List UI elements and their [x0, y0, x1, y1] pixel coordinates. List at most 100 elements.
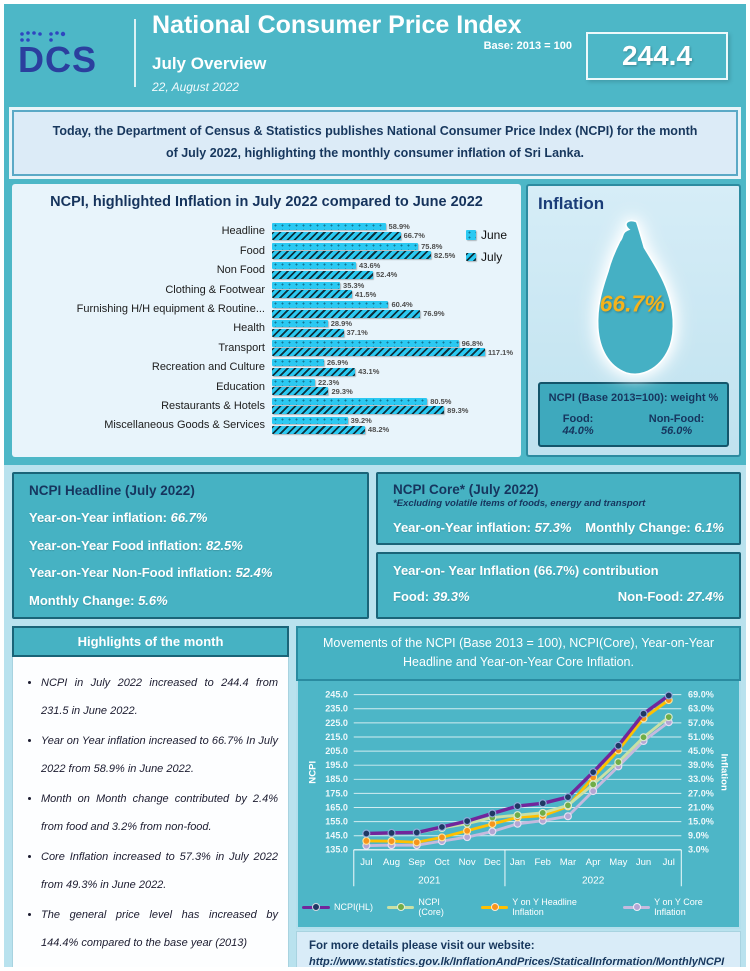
- svg-text:Inflation: Inflation: [719, 753, 730, 790]
- bar-pair: 96.8% 117.1%: [272, 338, 513, 357]
- bar-pair: 26.9% 43.1%: [272, 358, 513, 377]
- release-date: 22, August 2022: [152, 79, 239, 94]
- bar-july: [272, 251, 432, 260]
- svg-text:Jul: Jul: [360, 857, 372, 868]
- svg-text:51.0%: 51.0%: [688, 731, 714, 741]
- bar-june: [272, 359, 324, 367]
- bar-row: Headline 58.9% 66.7%: [20, 222, 513, 241]
- svg-text:235.0: 235.0: [325, 703, 348, 713]
- bar-june: [272, 320, 328, 328]
- line-chart: 135.0 3.0% 145.0 9.0% 155.0 15.0% 165.0 21.0% 17…: [307, 689, 730, 886]
- july-swatch-icon: [465, 252, 476, 261]
- bar-value-label: 82.5%: [434, 250, 456, 260]
- svg-text:185.0: 185.0: [325, 774, 348, 784]
- svg-text:2021: 2021: [418, 875, 441, 886]
- bar-july: [272, 387, 329, 396]
- bar-july: [272, 367, 356, 376]
- svg-text:225.0: 225.0: [325, 717, 348, 727]
- core-title: NCPI Core* (July 2022): [393, 481, 539, 497]
- bar-row: Clothing & Footwear 35.3% 41.5%: [20, 280, 513, 299]
- monthly-change-line: Monthly Change: 5.6%: [29, 592, 168, 608]
- bar-pair: 60.4% 76.9%: [272, 300, 513, 319]
- svg-text:Dec: Dec: [484, 857, 501, 868]
- highlights-panel: Highlights of the month NCPI in July 202…: [12, 625, 289, 967]
- bar-value-label: 39.2%: [350, 416, 372, 426]
- bar-value-label: 41.5%: [355, 289, 377, 299]
- bar-june: [272, 378, 315, 386]
- website-link[interactable]: http://www.statistics.gov.lk/InflationAn…: [309, 956, 725, 969]
- bar-chart-panel: NCPI, highlighted Inflation in July 2022…: [12, 183, 521, 457]
- bar-category-label: Clothing & Footwear: [165, 283, 265, 296]
- bar-row: Restaurants & Hotels 80.5% 89.3%: [20, 396, 513, 415]
- bar-row: Miscellaneous Goods & Services 39.2% 48.2%: [20, 416, 513, 435]
- bar-chart: Headline 58.9% 66.7% Food 75.8% 82.5% Non Food…: [20, 222, 513, 435]
- svg-text:245.0: 245.0: [325, 689, 348, 699]
- svg-text:15.0%: 15.0%: [688, 816, 714, 826]
- svg-text:155.0: 155.0: [325, 816, 348, 826]
- website-label: For more details please visit our websit…: [309, 940, 535, 953]
- bar-value-label: 28.9%: [330, 319, 352, 329]
- bar-category-label: Restaurants & Hotels: [161, 399, 265, 412]
- index-value: 244.4: [621, 40, 693, 71]
- bar-pair: 80.5% 89.3%: [272, 396, 513, 415]
- contribution-row: Food: 39.3% Non-Food: 27.4%: [393, 589, 724, 604]
- movements-title: Movements of the NCPI (Base 2013 = 100),…: [296, 625, 741, 681]
- bar-value-label: 35.3%: [343, 280, 365, 290]
- weights-box: NCPI (Base 2013=100): weight % Food: 44.…: [538, 381, 729, 447]
- bar-pair: 75.8% 82.5%: [272, 241, 513, 260]
- weights-title: NCPI (Base 2013=100): weight %: [548, 391, 719, 404]
- bar-value-label: 66.7%: [403, 231, 425, 241]
- bar-row: Food 75.8% 82.5%: [20, 241, 513, 260]
- svg-text:69.0%: 69.0%: [688, 689, 714, 699]
- svg-text:165.0: 165.0: [325, 802, 348, 812]
- bar-july: [272, 270, 374, 279]
- highlight-item: Year on Year inflation increased to 66.7…: [41, 727, 278, 783]
- page-title: National Consumer Price Index: [152, 11, 522, 40]
- svg-text:21.0%: 21.0%: [688, 802, 714, 812]
- svg-text:9.0%: 9.0%: [688, 830, 709, 840]
- line-legend-item: NCPI (Core): [387, 897, 467, 917]
- inflation-panel: Inflation 66.7% NCPI (Base 2013=100): we…: [526, 183, 741, 457]
- dcs-logo: DCS: [18, 30, 130, 78]
- bar-category-label: Food: [239, 244, 265, 257]
- bottom-band: Highlights of the month NCPI in July 202…: [4, 625, 746, 969]
- bar-category-label: Health: [233, 322, 265, 335]
- highlight-item: Month on Month change contributed by 2.4…: [41, 785, 278, 841]
- bar-july: [272, 231, 401, 240]
- bar-june: [272, 417, 348, 425]
- bar-category-label: Headline: [221, 225, 265, 238]
- bar-value-label: 117.1%: [487, 347, 513, 357]
- svg-text:Oct: Oct: [434, 857, 449, 868]
- bar-pair: 58.9% 66.7%: [272, 222, 513, 241]
- bar-chart-legend: June July: [465, 228, 507, 264]
- movements-panel: Movements of the NCPI (Base 2013 = 100),…: [296, 625, 741, 969]
- bar-july: [272, 348, 485, 357]
- nonfood-weight: Non-Food: 56.0%: [648, 412, 705, 437]
- yoy-food-line: Year-on-Year Food inflation: 82.5%: [29, 537, 243, 553]
- bar-july: [272, 309, 421, 318]
- contribution-panel: Year-on- Year Inflation (66.7%) contribu…: [376, 551, 741, 619]
- svg-text:195.0: 195.0: [325, 760, 348, 770]
- announcement-band: Today, the Department of Census & Statis…: [4, 102, 746, 182]
- bar-pair: 35.3% 41.5%: [272, 280, 513, 299]
- svg-text:NCPI: NCPI: [307, 760, 318, 783]
- bar-row: Non Food 43.6% 52.4%: [20, 261, 513, 280]
- bar-july: [272, 425, 365, 434]
- line-legend-item: Y on Y Headline Inflation: [480, 897, 609, 917]
- line-chart-legend: NCPI(HL) NCPI (Core) Y on Y Headline Infla…: [302, 893, 735, 923]
- bar-chart-title: NCPI, highlighted Inflation in July 2022…: [50, 193, 483, 210]
- bar-june: [272, 339, 459, 347]
- core-note: *Excluding volatile items of foods, ener…: [393, 497, 646, 509]
- svg-text:205.0: 205.0: [325, 745, 348, 755]
- bar-value-label: 43.6%: [359, 261, 381, 271]
- svg-text:Jan: Jan: [510, 857, 525, 868]
- svg-text:3.0%: 3.0%: [688, 844, 709, 854]
- bar-june: [272, 281, 341, 289]
- header-title-block: National Consumer Price Index Base: 2013…: [152, 11, 572, 94]
- bar-category-label: Miscellaneous Goods & Services: [104, 419, 265, 432]
- announcement-text: Today, the Department of Census & Statis…: [52, 124, 698, 160]
- yoy-nonfood-line: Year-on-Year Non-Food inflation: 52.4%: [29, 565, 273, 581]
- bar-pair: 43.6% 52.4%: [272, 261, 513, 280]
- highlights-header: Highlights of the month: [12, 625, 289, 657]
- weights-row: Food: 44.0% Non-Food: 56.0%: [546, 413, 721, 437]
